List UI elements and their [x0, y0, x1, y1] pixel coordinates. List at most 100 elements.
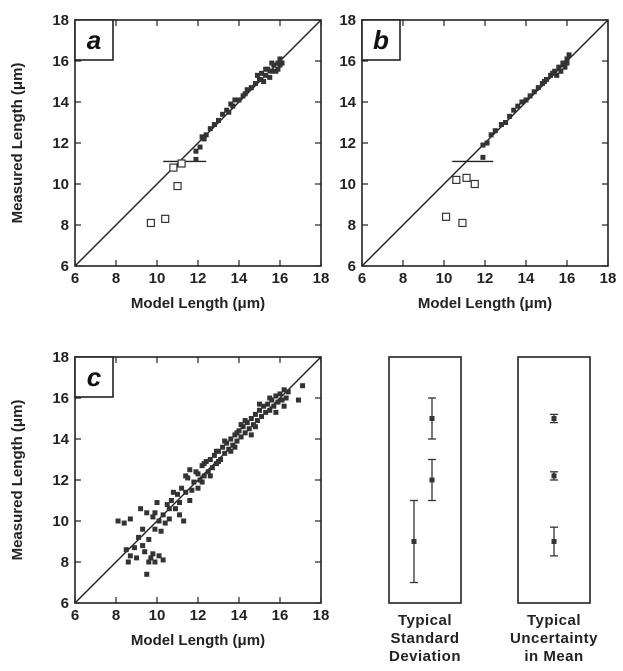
data-point-filled	[267, 74, 273, 80]
data-point-filled	[166, 516, 172, 522]
y-tick-label: 6	[348, 258, 356, 275]
data-point-filled	[220, 444, 226, 450]
data-point-filled	[236, 97, 242, 103]
x-tick-label: 8	[112, 270, 120, 287]
data-point-filled	[275, 66, 281, 72]
x-axis-label: Model Length (μm)	[131, 295, 265, 312]
y-tick-label: 12	[52, 472, 69, 489]
data-point-filled	[115, 518, 121, 524]
data-point-filled	[261, 403, 267, 409]
data-point-filled	[193, 148, 199, 154]
data-point-filled	[156, 518, 162, 524]
data-point-filled	[234, 430, 240, 436]
data-point-filled	[195, 471, 201, 477]
y-axis-label: Measured Length (μm)	[9, 400, 26, 561]
error-point	[429, 477, 435, 483]
data-point-filled	[254, 418, 260, 424]
x-tick-label: 6	[358, 270, 366, 287]
data-point-filled	[226, 109, 232, 115]
data-point-filled	[158, 528, 164, 534]
data-point-filled	[216, 117, 221, 123]
data-point-filled	[273, 393, 279, 399]
data-point-open	[452, 175, 461, 184]
x-tick-label: 10	[436, 270, 453, 287]
x-tick-label: 10	[149, 270, 166, 287]
data-point-filled	[263, 72, 269, 78]
data-point-filled	[257, 407, 262, 413]
data-point-filled	[244, 87, 250, 93]
data-point-filled	[189, 487, 195, 493]
data-point-open	[146, 218, 155, 228]
data-point-filled	[248, 85, 254, 91]
data-point-filled	[507, 113, 513, 119]
y-tick-label: 18	[52, 349, 69, 366]
data-point-filled	[146, 559, 152, 565]
x-tick-label: 12	[190, 607, 207, 624]
data-point-filled	[252, 424, 258, 430]
error-point	[429, 416, 435, 421]
y-tick-label: 10	[339, 176, 356, 193]
caption-line: Standard	[390, 630, 459, 647]
data-point-filled	[234, 438, 240, 444]
data-point-filled	[191, 479, 197, 485]
data-point-filled	[238, 422, 244, 428]
x-tick-label: 16	[272, 270, 289, 287]
x-tick-label: 14	[518, 270, 535, 287]
panel-label-box	[74, 19, 114, 61]
data-point-filled	[152, 559, 158, 565]
x-tick-label: 10	[149, 607, 166, 624]
data-point-open	[161, 214, 170, 223]
y-tick-label: 12	[339, 135, 356, 152]
data-point-filled	[252, 81, 258, 87]
data-point-filled	[187, 467, 193, 473]
data-point-filled	[257, 401, 262, 407]
data-point-filled	[248, 432, 254, 438]
data-point-filled	[560, 60, 566, 66]
y-tick-label: 18	[52, 12, 69, 29]
data-point-filled	[175, 491, 180, 497]
data-point-filled	[498, 122, 504, 128]
data-point-filled	[228, 448, 234, 454]
data-point-filled	[160, 512, 166, 518]
data-point-filled	[242, 418, 248, 424]
data-point-filled	[271, 403, 277, 409]
data-point-filled	[222, 450, 228, 456]
data-point-filled	[197, 144, 203, 150]
data-point-filled	[162, 520, 168, 526]
data-point-filled	[156, 553, 162, 559]
data-point-filled	[252, 411, 258, 417]
x-tick-label: 12	[190, 270, 207, 287]
data-point-filled	[269, 68, 275, 74]
data-point-filled	[246, 426, 252, 432]
data-point-filled	[556, 64, 562, 70]
x-tick-label: 16	[272, 607, 289, 624]
data-point-filled	[277, 62, 283, 68]
errorbar-frame	[388, 356, 462, 604]
y-tick-label: 16	[52, 390, 69, 407]
panel-label-box	[74, 356, 114, 398]
data-point-open	[169, 163, 178, 172]
data-point-filled	[238, 434, 244, 440]
data-point-filled	[562, 64, 568, 70]
data-point-filled	[295, 397, 301, 403]
data-point-filled	[232, 97, 238, 103]
data-point-filled	[207, 457, 213, 462]
data-point-filled	[207, 473, 213, 479]
data-point-filled	[242, 91, 248, 97]
data-point-filled	[201, 461, 207, 467]
x-tick-label: 18	[600, 270, 617, 287]
data-point-filled	[140, 526, 146, 532]
data-point-filled	[207, 126, 213, 132]
data-point-filled	[183, 473, 189, 479]
data-point-filled	[195, 485, 201, 491]
x-axis-label: Model Length (μm)	[418, 295, 552, 312]
y-tick-label: 8	[61, 217, 69, 234]
error-point	[551, 416, 557, 421]
y-tick-label: 10	[52, 513, 69, 530]
x-tick-label: 16	[559, 270, 576, 287]
error-point	[551, 539, 557, 544]
data-point-filled	[216, 459, 221, 465]
data-point-filled	[193, 156, 199, 162]
data-point-filled	[146, 536, 152, 542]
